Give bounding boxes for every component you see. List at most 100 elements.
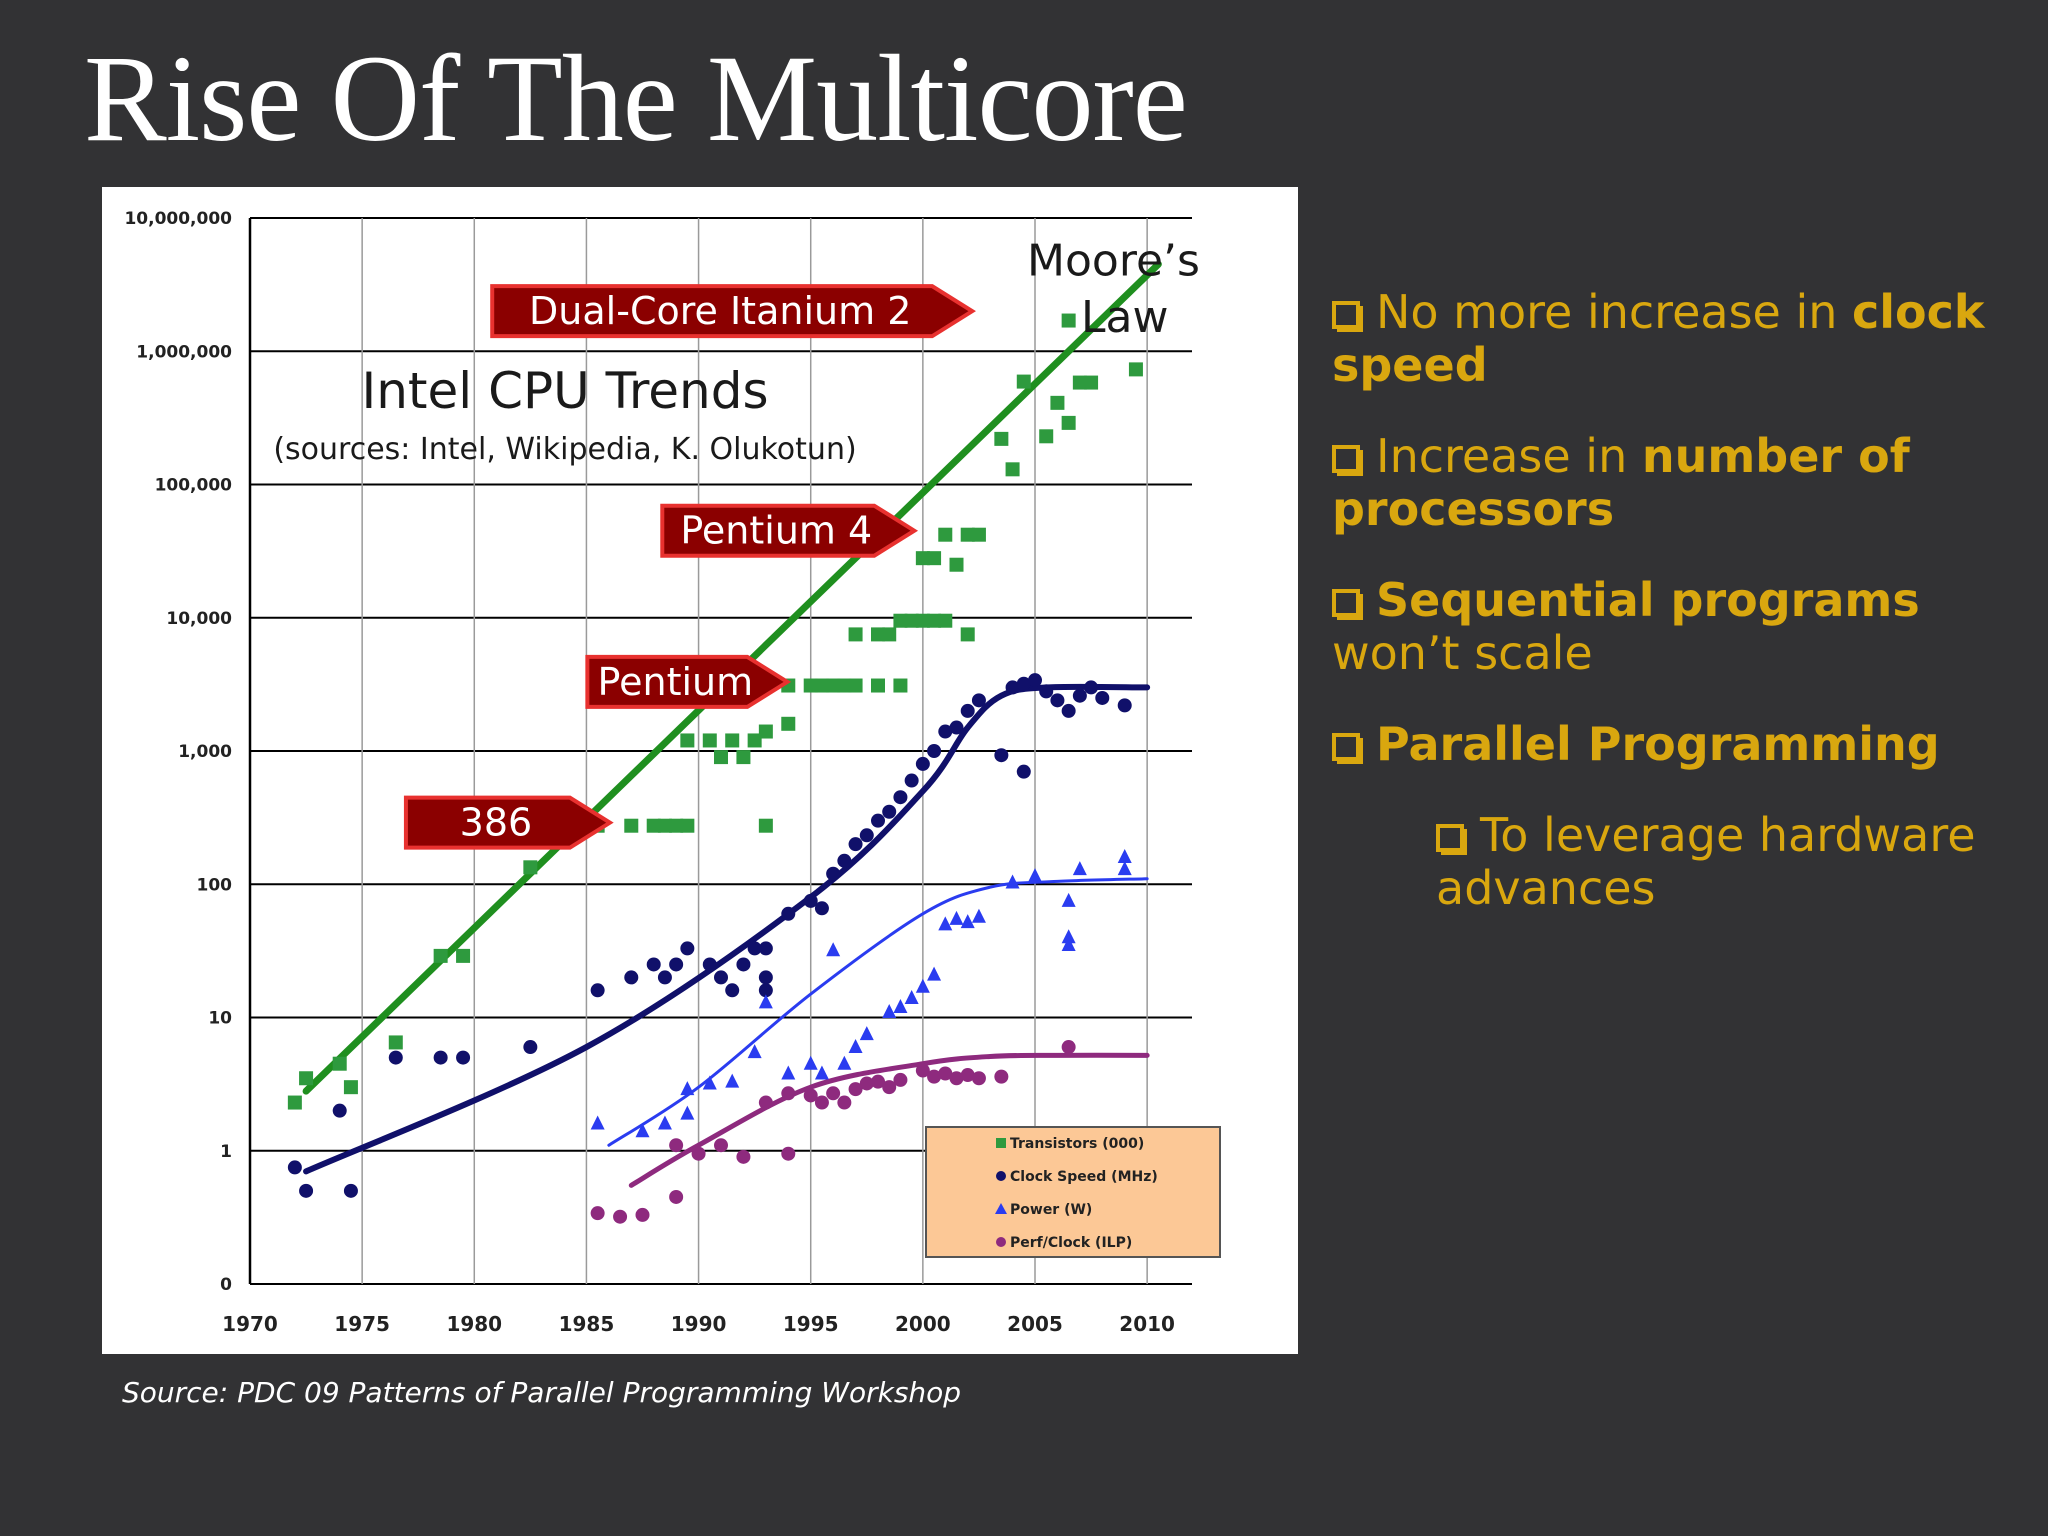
data-point	[994, 431, 1009, 446]
data-point	[781, 906, 796, 921]
data-point	[882, 804, 897, 819]
data-point	[702, 1075, 717, 1090]
data-point	[1039, 684, 1054, 699]
data-point	[747, 733, 762, 748]
data-point	[781, 1086, 796, 1101]
data-point	[747, 1044, 762, 1059]
data-point	[1061, 892, 1076, 907]
trend-line	[607, 877, 1149, 1147]
data-point	[613, 1209, 628, 1224]
data-point	[814, 1065, 829, 1080]
data-point	[523, 860, 538, 875]
y-tick-label: 1,000	[178, 742, 232, 762]
legend-label: Power (W)	[1010, 1202, 1092, 1218]
data-point	[1061, 929, 1076, 944]
chart-title: Intel CPU Trends	[361, 362, 768, 420]
data-point	[1061, 1040, 1076, 1055]
legend-marker	[996, 1138, 1006, 1148]
data-point	[714, 970, 728, 985]
data-point	[299, 1183, 314, 1198]
trend-line	[628, 1052, 1150, 1188]
data-point	[736, 1149, 751, 1164]
data-point	[725, 1073, 740, 1088]
data-point	[949, 557, 964, 572]
data-point	[747, 941, 762, 956]
data-point	[814, 901, 829, 916]
data-point	[882, 1003, 897, 1018]
data-point	[1061, 937, 1076, 952]
data-point	[837, 853, 852, 868]
data-point	[332, 1103, 347, 1118]
grid-layer	[248, 217, 1192, 1285]
bullet-list: No more increase in clock speed Increase …	[1332, 286, 2032, 953]
data-point	[523, 1040, 538, 1055]
y-tick-label: 10,000	[166, 609, 232, 629]
data-point	[332, 1056, 347, 1071]
intel-cpu-trends-chart: 0 1 10 100 1,000 10,000 100,000 1,000,000 10,000…	[124, 209, 1221, 1336]
data-point	[960, 914, 975, 929]
source-citation: Source: PDC 09 Patterns of Parallel Prog…	[122, 1376, 962, 1409]
data-point	[758, 1095, 773, 1110]
data-point	[938, 613, 953, 628]
data-point	[1016, 374, 1031, 389]
chart-legend: Transistors (000) Clock Speed (MHz) Power …	[925, 1126, 1221, 1258]
checkbox-bullet-icon	[1332, 733, 1360, 761]
data-point	[680, 818, 695, 833]
data-point	[702, 957, 717, 972]
data-point	[456, 948, 471, 963]
data-point	[725, 983, 740, 998]
legend-marker	[996, 1171, 1006, 1181]
legend-marker	[995, 1203, 1007, 1214]
data-point	[938, 724, 953, 739]
bullet-item: To leverage hardware advances	[1436, 809, 2032, 915]
data-point	[299, 1071, 314, 1086]
slide-title: Rise Of The Multicore	[84, 30, 1188, 167]
data-point	[635, 1123, 650, 1138]
checkbox-bullet-icon	[1332, 301, 1360, 329]
data-point	[915, 613, 930, 628]
data-point	[826, 678, 841, 693]
x-tick-label: 1995	[783, 1312, 839, 1336]
chart-subtitle: (sources: Intel, Wikipedia, K. Olukotun)	[273, 432, 856, 467]
data-point	[949, 910, 964, 925]
data-point	[646, 957, 661, 972]
data-point	[590, 983, 605, 998]
callout-arrow	[490, 284, 976, 339]
data-point	[725, 733, 740, 748]
data-point	[1028, 868, 1042, 883]
data-point	[882, 627, 897, 642]
data-point	[433, 1050, 448, 1065]
data-point	[1061, 703, 1076, 718]
data-point	[893, 613, 908, 628]
data-point	[758, 994, 773, 1009]
data-point	[1005, 874, 1020, 889]
data-point	[1016, 676, 1031, 691]
callout-arrow	[660, 503, 919, 558]
data-point	[971, 693, 986, 708]
data-point	[837, 1055, 852, 1070]
data-point	[927, 744, 942, 758]
callout-label: Pentium	[598, 660, 754, 704]
data-point	[388, 1035, 403, 1050]
data-point	[859, 1076, 874, 1091]
data-point	[915, 551, 930, 566]
bullet-item: Parallel Programming	[1332, 718, 2032, 771]
data-point	[859, 1026, 874, 1041]
data-point	[826, 942, 841, 957]
data-point	[1016, 764, 1031, 779]
data-point	[803, 1055, 818, 1070]
data-point	[994, 1069, 1009, 1084]
data-point	[758, 970, 773, 985]
x-tick-label: 2005	[1007, 1312, 1063, 1336]
data-point	[848, 678, 863, 693]
data-point	[971, 527, 986, 542]
data-point	[758, 941, 773, 956]
data-point	[433, 948, 448, 963]
data-point	[927, 551, 942, 566]
data-point	[893, 790, 908, 805]
data-point	[1095, 690, 1110, 705]
y-tick-label: 0	[220, 1275, 232, 1295]
data-point	[1084, 680, 1099, 695]
data-point	[1128, 362, 1143, 377]
data-point	[915, 756, 930, 771]
